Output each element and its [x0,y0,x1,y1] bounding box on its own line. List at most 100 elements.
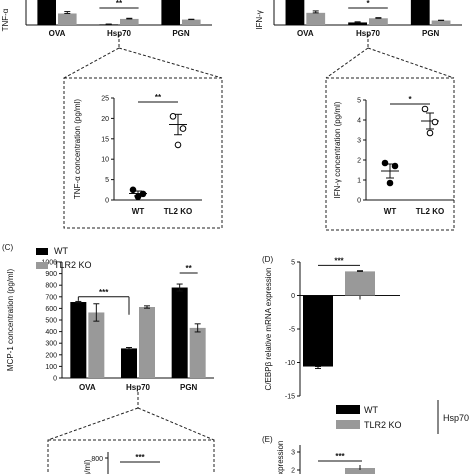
data-point [134,193,142,201]
category-label-hsp70: Hsp70 [126,383,151,392]
y-tick-label: -10 [285,360,295,367]
legend-label-wt: WT [54,246,68,256]
legend-swatch-ko [336,420,360,429]
category-label-hsp70: Hsp70 [107,29,132,38]
ko-bar-ova [88,312,105,378]
inset-y-tick-label: 25 [101,96,109,103]
inset-y-axis-label: IFN-γ concentration (pg/ml) [333,101,342,198]
zoom-line-right [118,47,223,79]
wt-bar-pgn [161,0,180,25]
y-tick-label: 200 [45,352,57,359]
data-point [129,186,137,194]
inset-sig-marker: ** [155,93,162,102]
legend-swatch-ko [36,262,48,269]
y-tick-label: 800 [45,283,57,290]
y-axis-label: expression [276,441,285,474]
ko-error-hsp70 [375,17,382,19]
data-point [381,159,389,167]
wt-error-hsp70 [126,346,132,350]
data-point [179,125,187,132]
zoom-line-left [63,47,120,79]
wt-bar-pgn [171,287,188,378]
data-point [426,129,434,137]
ko-error-ova [64,11,71,14]
y-axis-label: C/EBPβ relative mRNA expression [264,268,273,391]
inset-category-label: TL2 KO [416,207,444,216]
ko-bar [345,468,375,474]
inset-y-tick-label: 4 [357,118,361,125]
legend-label-ko: TLR2 KO [54,260,92,270]
inset-box [63,77,223,229]
wt-bar-ova [37,0,56,25]
zoom-line-right [137,407,215,441]
mcp1-bar-chart: (C) 0 100 200 300 400 500 600 700 800 900 1000 MCP-1… [2,243,215,441]
zoom-line-left [47,407,139,441]
wt-error-pgn [176,283,183,292]
panel-label: (E) [262,435,273,444]
inset-box [47,439,215,474]
ko-error-hsp70 [144,305,150,309]
zoom-line-left [325,47,369,79]
ko-bar-pgn [431,20,451,25]
category-label-pgn: PGN [422,29,440,38]
wt-bar-hsp70 [348,22,367,25]
legend-label-wt: WT [364,405,378,415]
data-point [169,113,177,120]
tnf-bar-chart: TNF-α OVA Hsp70 PGN ** [1,0,212,38]
y-tick-label: 100 [45,364,57,371]
y-tick-label: 1000 [41,260,57,267]
category-label-ova: OVA [49,29,66,38]
data-point [431,118,439,126]
legend-group-label: Hsp70 [443,413,469,423]
sig-marker: ** [116,0,123,8]
inset-y-tick-label: 1 [357,178,361,185]
inset-y-tick-label: 20 [101,116,109,123]
y-tick-label: 900 [45,271,57,278]
legend-label-ko: TLR2 KO [364,420,402,430]
ko-bar-ova [306,12,326,25]
y-tick-label: -5 [289,327,295,334]
category-label-pgn: PGN [172,29,190,38]
ko-error-ova [312,10,319,14]
wt-error-ova [75,300,82,304]
y-tick-label: 3 [291,450,295,457]
ko-bar [345,271,375,296]
wt-bar-ova [70,302,87,378]
inset-y-tick-label: 3 [357,138,361,145]
inset-category-label: TL2 KO [164,207,192,216]
wt-bar-hsp70 [121,348,137,378]
wt-error-hsp70 [354,21,361,23]
sig-marker-pgn: ** [186,264,193,273]
category-label-hsp70: Hsp70 [356,29,381,38]
inset-sig-marker: *** [135,453,145,462]
y-tick-label: -15 [285,394,295,401]
ko-bar-hsp70 [369,18,388,25]
inset-y-tick-label: 5 [357,98,361,105]
tnf-inset-scatter: 0 5 10 15 20 25 TNF-α concentration (pg/ml) WT T… [63,34,223,229]
ifn-bar-chart: IFN-γ OVA Hsp70 PGN * [255,0,462,38]
sig-marker: *** [335,452,345,461]
ifn-inset-scatter: 0 1 2 3 4 5 IFN-γ concentration (pg/ml) WT TL2 K… [325,34,455,231]
zoom-line-right [367,47,455,79]
y-axis-label: TNF-α [1,8,10,31]
data-point [391,162,399,170]
y-axis-label: MCP-1 concentration (pg/ml) [6,269,15,372]
data-point [421,105,429,113]
y-tick-label: 2 [291,468,295,474]
wt-error [315,366,321,370]
cebpb-bar-chart: (D) 5 0 -5 -10 -15 C/EBPβ relative mRNA expres… [262,255,400,401]
inset-y-tick-label: 5 [105,177,109,184]
inset-y-axis-label: TNF-α concentration (pg/ml) [73,99,82,200]
category-label-ova: OVA [79,383,96,392]
y-tick-label: 300 [45,341,57,348]
bottom-legend: WT TLR2 KO Hsp70 [336,400,469,434]
panel-label: (D) [262,255,273,264]
inset-y-tick-label: 800 [91,456,103,463]
ko-error-pgn [194,323,201,333]
inset-y-tick-label: 2 [357,158,361,165]
y-tick-label: 400 [45,329,57,336]
panel-label: (C) [2,243,13,252]
data-point [386,179,394,187]
wt-bar [303,295,333,367]
